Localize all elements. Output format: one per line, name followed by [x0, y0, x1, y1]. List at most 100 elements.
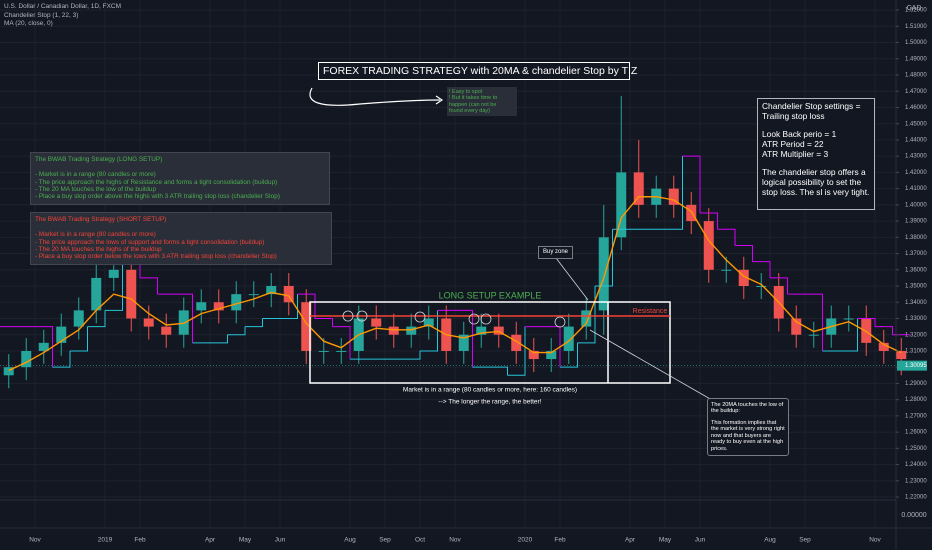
y-tick-label: 1.45000: [905, 121, 927, 127]
y-tick-label: 1.23000: [905, 478, 927, 484]
y-tick-label: 1.47000: [905, 89, 927, 95]
chandelier-stop: [717, 228, 736, 246]
candle-body: [318, 350, 329, 352]
candle-body: [406, 326, 417, 335]
y-tick-label: 1.37000: [905, 251, 927, 257]
short-setup-box: The BWAB Trading Strategy (SHORT SETUP) …: [30, 212, 332, 265]
circle: [356, 310, 368, 322]
arrow-head: [435, 95, 444, 105]
chandelier-stop: [840, 318, 858, 352]
chandelier-stop: [682, 155, 701, 213]
text-line: ! Easy to spot: [449, 89, 483, 95]
x-tick-label: Apr: [625, 537, 636, 544]
candle-body: [808, 334, 819, 336]
chandelier-stop: [175, 293, 193, 343]
text-line: - The price approach the lows of support…: [35, 238, 265, 246]
text-line: ATR Multiplier = 3: [762, 148, 829, 159]
title-box: FOREX TRADING STRATEGY with 20MA & chand…: [318, 62, 637, 80]
candle-body: [756, 286, 767, 288]
chandelier-stop: [227, 326, 246, 336]
candle-body: [248, 294, 259, 296]
x-tick-label: Oct: [415, 537, 425, 544]
chandelier-stop: [507, 326, 526, 376]
x-tick-label: 2020: [518, 537, 533, 544]
candle-body: [791, 318, 802, 335]
text-line: - The 20 MA touches the highs of the bui…: [35, 246, 162, 254]
candle-body: [633, 172, 644, 205]
text-line: happen (can not be: [449, 101, 497, 108]
y-tick-label: 1.40000: [905, 202, 927, 208]
candle-body: [91, 277, 102, 311]
y-tick-label: 1.22000: [905, 495, 927, 501]
chandelier-stop: [297, 293, 316, 319]
candle-body: [371, 318, 382, 327]
candle-body: [213, 302, 224, 311]
y-tick-label: 1.43000: [905, 154, 927, 160]
range-box: [309, 301, 671, 384]
x-tick-label: Jun: [275, 537, 286, 544]
chandelier-stop: [735, 244, 753, 262]
candle-body: [3, 367, 14, 376]
candle-body: [896, 350, 907, 360]
text-line: ATR Period = 22: [762, 138, 824, 149]
circle: [414, 311, 426, 323]
legend-entry: Chandelier Stop (1, 22, 3): [4, 11, 79, 19]
candle-body: [861, 318, 872, 343]
candle-body: [126, 269, 137, 319]
heading: The 20MA touches the low of the buildup:: [711, 402, 784, 415]
candle-body: [703, 221, 714, 270]
chandelier-stop: [315, 317, 333, 327]
circle: [554, 316, 566, 328]
candle-body: [721, 269, 732, 271]
body: This formation implies that the market i…: [711, 419, 785, 452]
text-line: - Market is in a range (80 candles or mo…: [35, 171, 156, 179]
x-tick-label: Nov: [869, 537, 881, 544]
x-tick-label: Sep: [799, 537, 811, 544]
candle-body: [581, 310, 592, 327]
chandelier-stop: [52, 350, 71, 368]
circle: [480, 313, 492, 325]
candle-body: [231, 294, 242, 311]
chandelier-stop: [577, 286, 596, 344]
chandelier-stop: [752, 261, 771, 278]
candle-body: [738, 269, 749, 287]
candle-body: [73, 310, 84, 327]
y-tick-label: 1.27000: [905, 413, 927, 419]
y-tick-label: 1.31000: [905, 349, 927, 355]
x-tick-label: Aug: [344, 537, 356, 544]
candle-body: [283, 286, 294, 303]
currency-label: CAD: [907, 5, 922, 12]
buy-zone-box: Buy zone: [538, 246, 573, 259]
y-tick-label: 1.35000: [905, 284, 927, 290]
text-line: - The price approach the highs of Resist…: [35, 178, 278, 186]
y-tick-label: 1.42000: [905, 170, 927, 176]
candle-body: [161, 326, 172, 335]
candle-body: [528, 350, 539, 360]
candle-body: [493, 326, 504, 335]
paragraph: The chandelier stop offers a logical pos…: [762, 167, 870, 197]
y-tick-label: 1.52000: [905, 8, 927, 14]
y-tick-label: 1.25000: [905, 446, 927, 452]
candle-body: [546, 350, 557, 360]
candle-body: [686, 204, 697, 222]
chandelier-stop: [87, 310, 106, 328]
text-line: - Place a buy stop order below the lows …: [35, 253, 277, 261]
chandelier-stop: [770, 277, 788, 295]
chandelier-stop: [105, 261, 123, 311]
text-line: - Market is in a range (80 candles or mo…: [35, 231, 156, 239]
chandelier-stop: [455, 309, 473, 368]
circle: [468, 313, 480, 325]
circle: [342, 310, 354, 322]
setup-label: LONG SETUP EXAMPLE: [439, 290, 542, 300]
candle-body: [143, 318, 154, 327]
text-line: Chandelier Stop settings = Trailing stop…: [762, 101, 861, 121]
chandelier-stop: [857, 317, 876, 327]
text-line: ! But it takes time to: [449, 95, 498, 102]
candle-body: [668, 188, 679, 205]
text-line: - Place a buy stop order above the highs…: [35, 193, 280, 201]
y-tick-label: 1.44000: [905, 138, 927, 144]
current-price-label: 1.30095: [905, 363, 927, 369]
candle-body: [56, 326, 67, 343]
candle-body: [178, 310, 189, 335]
